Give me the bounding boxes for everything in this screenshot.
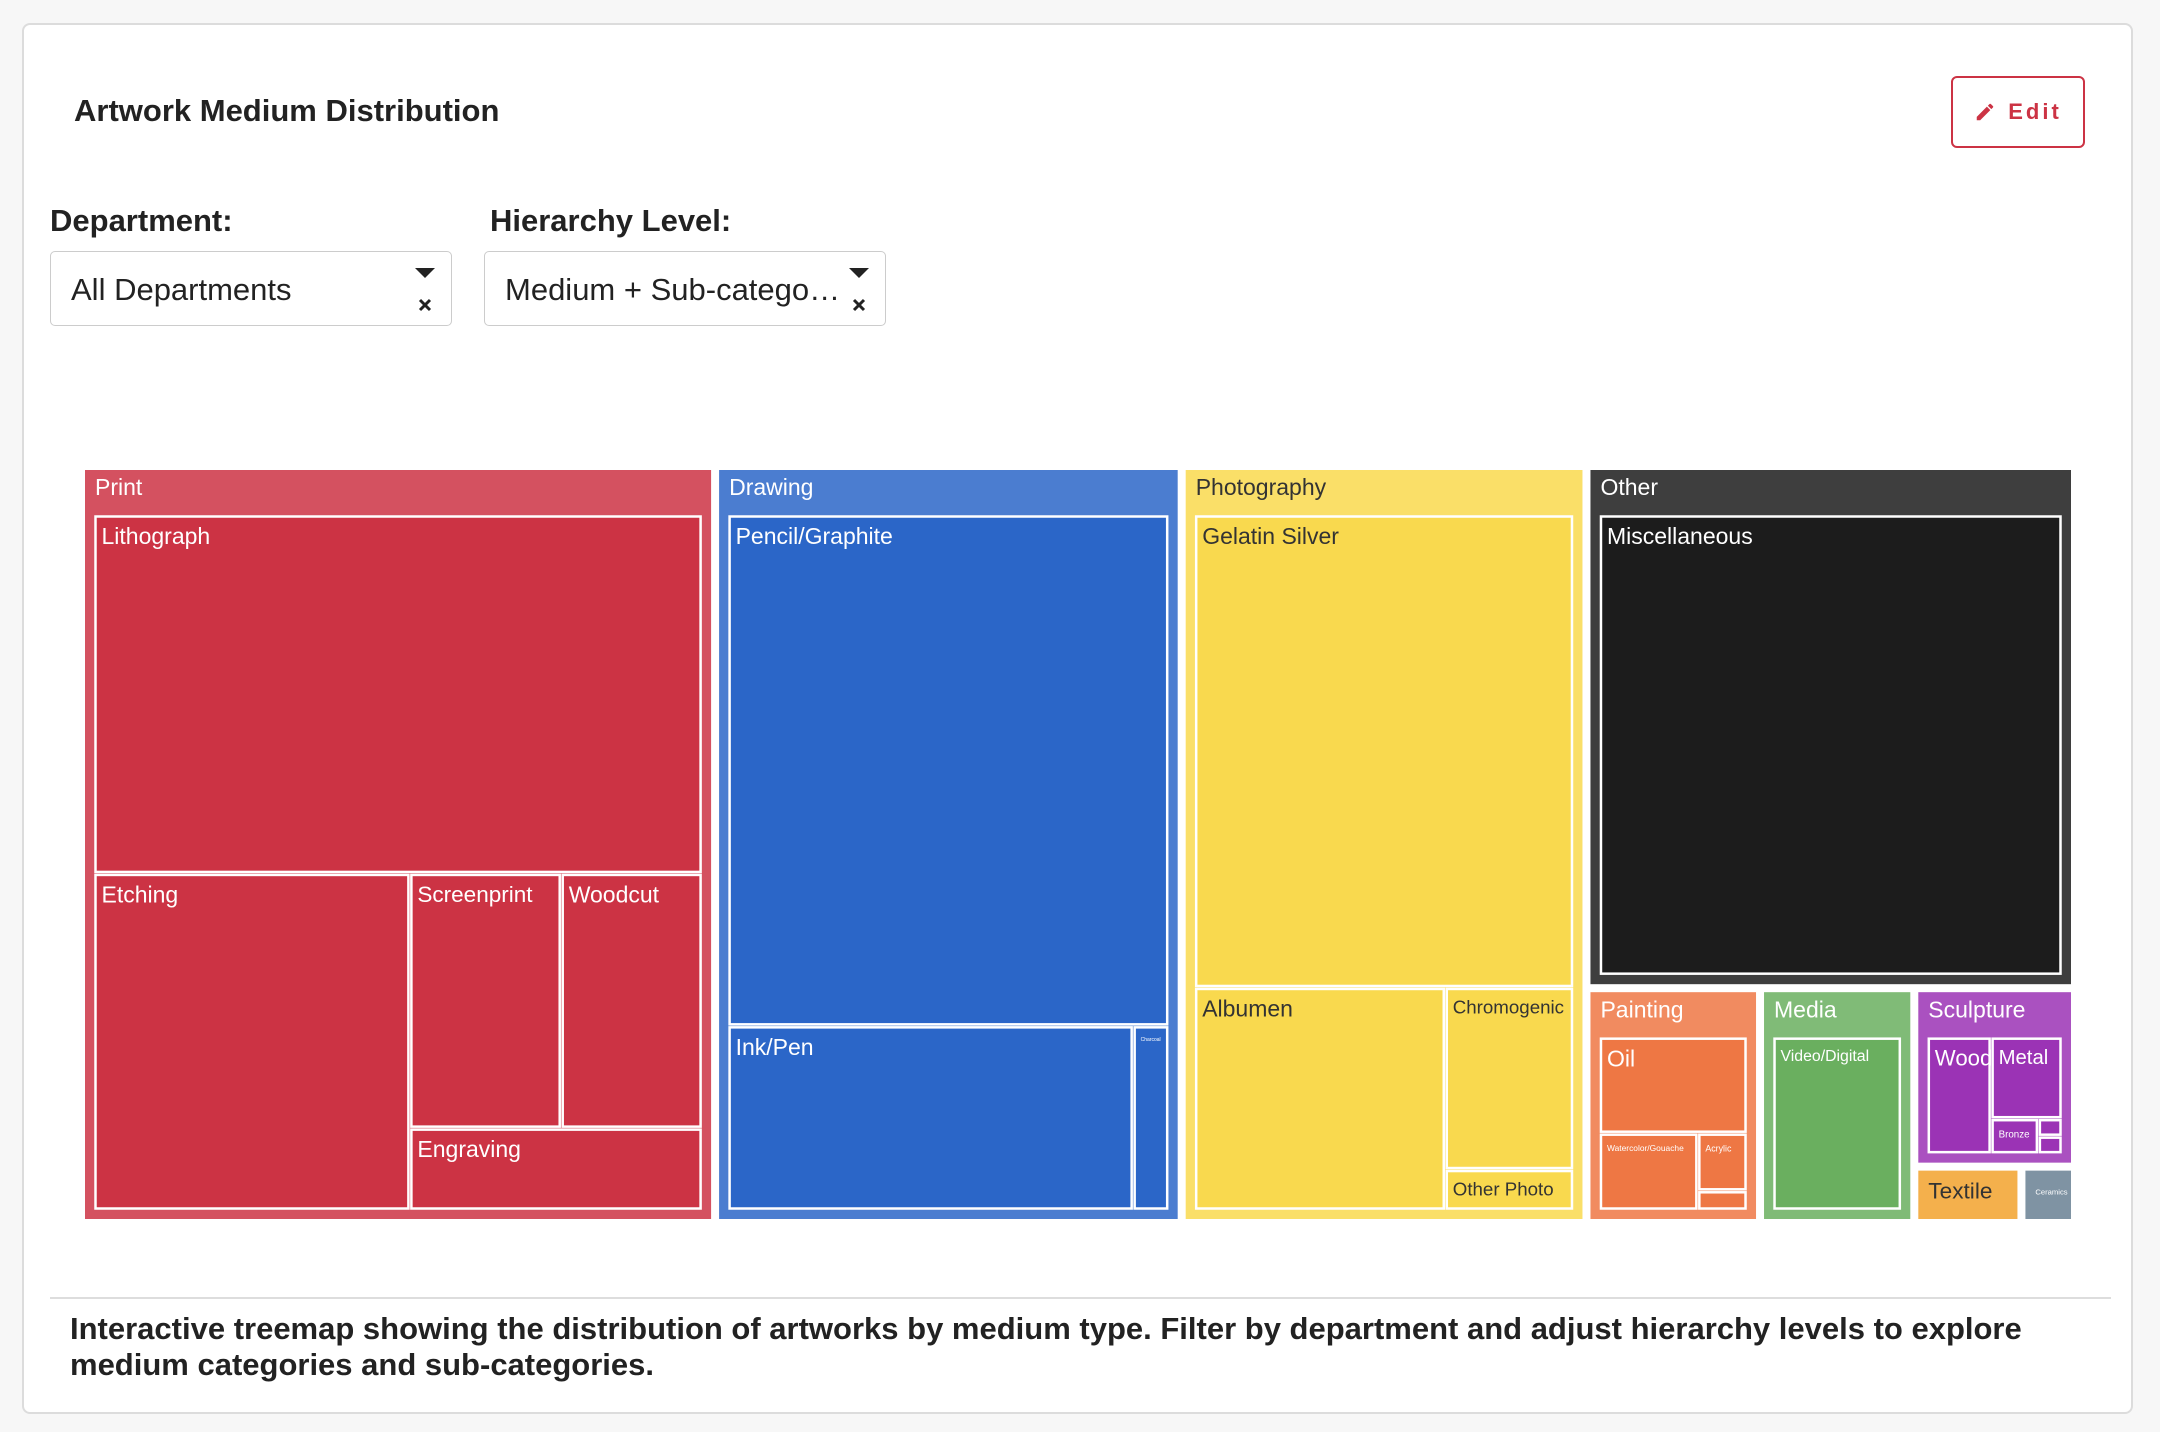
treemap-cell bbox=[1991, 1037, 2062, 1119]
cell-label: Wood bbox=[1935, 1046, 1993, 1071]
group-label: Media bbox=[1774, 996, 1837, 1022]
treemap-cell bbox=[1599, 515, 2062, 975]
treemap-cell bbox=[728, 515, 1169, 1026]
cell-label: Metal bbox=[1999, 1047, 2049, 1069]
treemap-cell bbox=[2038, 1136, 2062, 1154]
treemap-cell bbox=[94, 515, 702, 874]
cell-label: Pencil/Graphite bbox=[736, 523, 893, 549]
caption: Interactive treemap showing the distribu… bbox=[70, 1311, 2022, 1382]
treemap-cell bbox=[728, 1026, 1133, 1210]
cell-label: Engraving bbox=[417, 1136, 521, 1162]
treemap-cell bbox=[1991, 1118, 2039, 1154]
card: Artwork Medium Distribution Edit Departm… bbox=[22, 23, 2133, 1414]
treemap-cell bbox=[1194, 515, 1574, 988]
select-value: All Departments bbox=[71, 272, 292, 307]
treemap-cell bbox=[1599, 1133, 1698, 1210]
cell-label: Video/Digital bbox=[1781, 1048, 1870, 1065]
treemap-cell bbox=[1927, 1037, 1991, 1154]
cell-label: Miscellaneous bbox=[1607, 523, 1753, 549]
treemap-cell bbox=[1133, 1026, 1169, 1210]
filter-label: Department: bbox=[50, 203, 233, 238]
cell-label: Screenprint bbox=[417, 882, 533, 907]
group-label: Sculpture bbox=[1928, 996, 2025, 1022]
cell-label: Other Photo bbox=[1453, 1178, 1554, 1199]
group-label: Photography bbox=[1196, 474, 1327, 500]
cell-label: Oil bbox=[1607, 1045, 1635, 1071]
cell-label: Watercolor/Gouache bbox=[1607, 1143, 1684, 1153]
cell-label: Charcoal bbox=[1141, 1037, 1161, 1043]
group-label: Print bbox=[95, 474, 143, 500]
treemap-cell bbox=[410, 873, 561, 1128]
edit-button[interactable]: Edit bbox=[1951, 76, 2085, 148]
select-value: Medium + Sub-categories bbox=[505, 272, 850, 307]
cell-label: Gelatin Silver bbox=[1202, 523, 1339, 549]
group-label: Ceramics bbox=[2035, 1188, 2067, 1197]
treemap-cell bbox=[1698, 1133, 1747, 1191]
treemap-leaf bbox=[1918, 1170, 2018, 1219]
hierarchy-select[interactable]: Medium + Sub-categories bbox=[484, 251, 886, 326]
edit-label: Edit bbox=[2008, 99, 2062, 124]
group-label: Other bbox=[1600, 474, 1658, 500]
divider bbox=[50, 1297, 2111, 1299]
cell-label: Lithograph bbox=[102, 523, 211, 549]
cell-label: Chromogenic bbox=[1453, 996, 1564, 1017]
treemap-cell bbox=[1194, 987, 1446, 1210]
treemap-cell bbox=[1773, 1037, 1902, 1210]
cell-label: Albumen bbox=[1202, 996, 1293, 1022]
treemap-leaf bbox=[2025, 1170, 2071, 1219]
cell-label: Acrylic bbox=[1705, 1143, 1732, 1153]
treemap-cell bbox=[410, 1128, 702, 1210]
cell-label: Etching bbox=[102, 882, 179, 908]
treemap-cell bbox=[2038, 1118, 2062, 1136]
group-label: Painting bbox=[1600, 996, 1683, 1022]
treemap-cell bbox=[561, 873, 702, 1128]
filter-label: Hierarchy Level: bbox=[490, 203, 732, 238]
select-icons bbox=[415, 268, 435, 312]
group-label: Textile bbox=[1928, 1179, 1992, 1204]
cell-label: Ink/Pen bbox=[736, 1034, 814, 1060]
treemap-cell bbox=[1698, 1191, 1747, 1210]
treemap: Print Lithograph Etching Screenprint Woodcut… bbox=[85, 470, 2071, 1219]
cell-label: Bronze bbox=[1999, 1130, 2030, 1141]
cell-label: Woodcut bbox=[569, 882, 660, 908]
group-label: Drawing bbox=[729, 474, 813, 500]
treemap-cell bbox=[1445, 1169, 1574, 1210]
department-select[interactable]: All Departments bbox=[50, 251, 452, 326]
card-title: Artwork Medium Distribution bbox=[74, 93, 500, 128]
treemap-cell bbox=[1599, 1037, 1747, 1133]
pencil-icon bbox=[1976, 103, 1994, 121]
select-icons bbox=[849, 268, 869, 312]
treemap-cell bbox=[94, 873, 410, 1210]
treemap-cell bbox=[1445, 987, 1574, 1170]
